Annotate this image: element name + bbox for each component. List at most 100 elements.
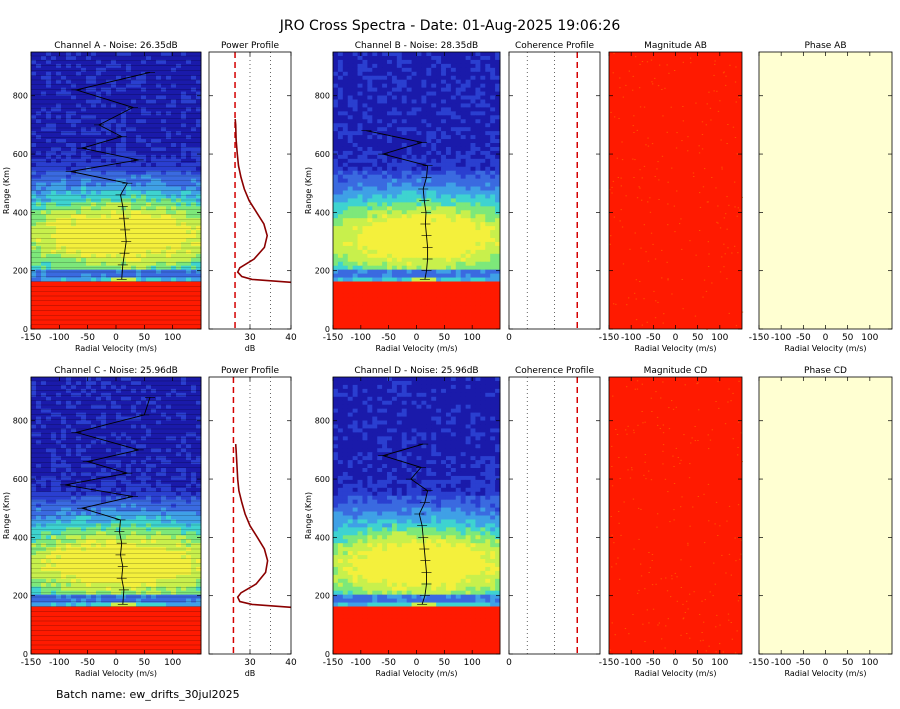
spectrum-cell xyxy=(191,226,197,231)
spectrum-cell xyxy=(357,281,363,286)
spectrum-cell xyxy=(436,67,442,73)
spectrum-cell xyxy=(156,67,162,73)
spectrum-cell xyxy=(431,226,437,231)
spectrum-cell xyxy=(367,297,373,302)
spectrum-cell xyxy=(76,293,82,298)
spectrum-cell xyxy=(352,293,358,298)
spectrum-cell xyxy=(362,71,368,77)
spectrum-cell xyxy=(171,103,177,108)
spectrum-cell xyxy=(131,139,137,144)
spectrum-cell xyxy=(495,269,501,274)
spectrum-cell xyxy=(71,253,77,259)
spectrum-cell xyxy=(126,119,132,124)
spectrum-cell xyxy=(51,198,57,203)
spectrum-cell xyxy=(51,202,57,207)
spectrum-cell xyxy=(382,115,388,120)
spectrum-cell xyxy=(156,309,162,314)
spectrum-cell xyxy=(61,99,67,104)
spectrum-cell xyxy=(431,115,437,120)
spectrum-cell xyxy=(401,99,408,104)
spectrum-cell xyxy=(31,52,37,57)
spectrum-cell xyxy=(121,119,127,124)
spectrum-cell xyxy=(391,206,398,211)
spectrum-cell xyxy=(391,301,398,306)
spectrum-cell xyxy=(61,67,67,73)
spectrum-cell xyxy=(116,230,122,235)
spectrum-cell xyxy=(391,214,398,219)
spectrum-cell xyxy=(401,154,408,160)
spectrum-cell xyxy=(347,67,354,73)
spectrum-cell xyxy=(411,273,417,278)
spectrum-cell xyxy=(352,301,358,306)
spectrum-cell xyxy=(146,158,152,164)
spectrum-cell xyxy=(421,75,427,81)
spectrum-cell xyxy=(337,170,344,176)
spectrum-cell xyxy=(136,281,142,286)
spectrum-cell xyxy=(41,63,47,69)
spectrum-cell xyxy=(106,190,112,195)
spectrum-cell xyxy=(377,253,383,259)
spectrum-cell xyxy=(36,241,42,247)
spectrum-cell xyxy=(367,162,373,168)
spectrum-cell xyxy=(46,91,52,96)
spectrum-cell xyxy=(51,103,57,108)
spectrum-cell xyxy=(333,301,339,306)
spectrum-cell xyxy=(470,67,476,73)
spectrum-cell xyxy=(186,305,192,310)
spectrum-cell xyxy=(406,234,412,239)
spectrum-cell xyxy=(171,214,177,219)
spectrum-cell xyxy=(171,293,177,298)
spectrum-cell xyxy=(333,194,339,199)
spectrum-cell xyxy=(91,222,97,227)
spectrum-cell xyxy=(445,245,452,251)
spectrum-cell xyxy=(377,55,383,61)
spectrum-cell xyxy=(391,194,398,199)
spectrum-cell xyxy=(71,234,77,239)
spectrum-cell xyxy=(441,91,447,96)
spectrum-cell xyxy=(151,59,157,65)
spectrum-cell xyxy=(333,182,339,187)
spectrum-cell xyxy=(347,202,354,207)
spectrum-cell xyxy=(382,95,388,100)
spectrum-cell xyxy=(96,127,102,132)
spectrum-cell xyxy=(81,103,87,108)
spectrum-cell xyxy=(66,218,72,223)
spectrum-cell xyxy=(161,103,167,108)
spectrum-cell xyxy=(66,52,72,57)
spectrum-cell xyxy=(141,273,147,278)
spectrum-cell xyxy=(156,79,162,85)
spectrum-cell xyxy=(151,230,157,235)
spectrum-cell xyxy=(141,325,147,330)
spectrum-cell xyxy=(131,249,137,255)
spectrum-cell xyxy=(91,63,97,69)
spectrum-cell xyxy=(337,301,344,306)
spectrum-cell xyxy=(181,146,187,152)
spectrum-cell xyxy=(465,55,471,61)
spectrum-cell xyxy=(116,123,122,128)
spectrum-cell xyxy=(401,95,408,100)
spectrum-cell xyxy=(406,293,412,298)
spectrum-cell xyxy=(141,269,147,274)
spectrum-cell xyxy=(337,245,344,251)
spectrum-cell xyxy=(460,67,467,73)
spectrum-cell xyxy=(460,305,467,310)
spectrum-cell xyxy=(352,253,358,259)
spectrum-cell xyxy=(426,261,432,267)
spectrum-cell xyxy=(121,95,127,100)
spectrum-cell xyxy=(450,143,457,148)
spectrum-cell xyxy=(181,182,187,187)
spectrum-cell xyxy=(171,325,177,330)
spectrum-cell xyxy=(41,123,47,128)
spectrum-cell xyxy=(126,79,132,85)
spectrum-cell xyxy=(101,139,107,144)
spectrum-cell xyxy=(377,186,383,191)
spectrum-cell xyxy=(362,301,368,306)
spectrum-cell xyxy=(186,241,192,247)
spectrum-cell xyxy=(71,52,77,57)
spectrum-cell xyxy=(76,206,82,211)
spectrum-cell xyxy=(156,186,162,191)
spectrum-cell xyxy=(56,83,62,89)
spectrum-cell xyxy=(470,79,476,85)
spectrum-cell xyxy=(362,87,368,92)
